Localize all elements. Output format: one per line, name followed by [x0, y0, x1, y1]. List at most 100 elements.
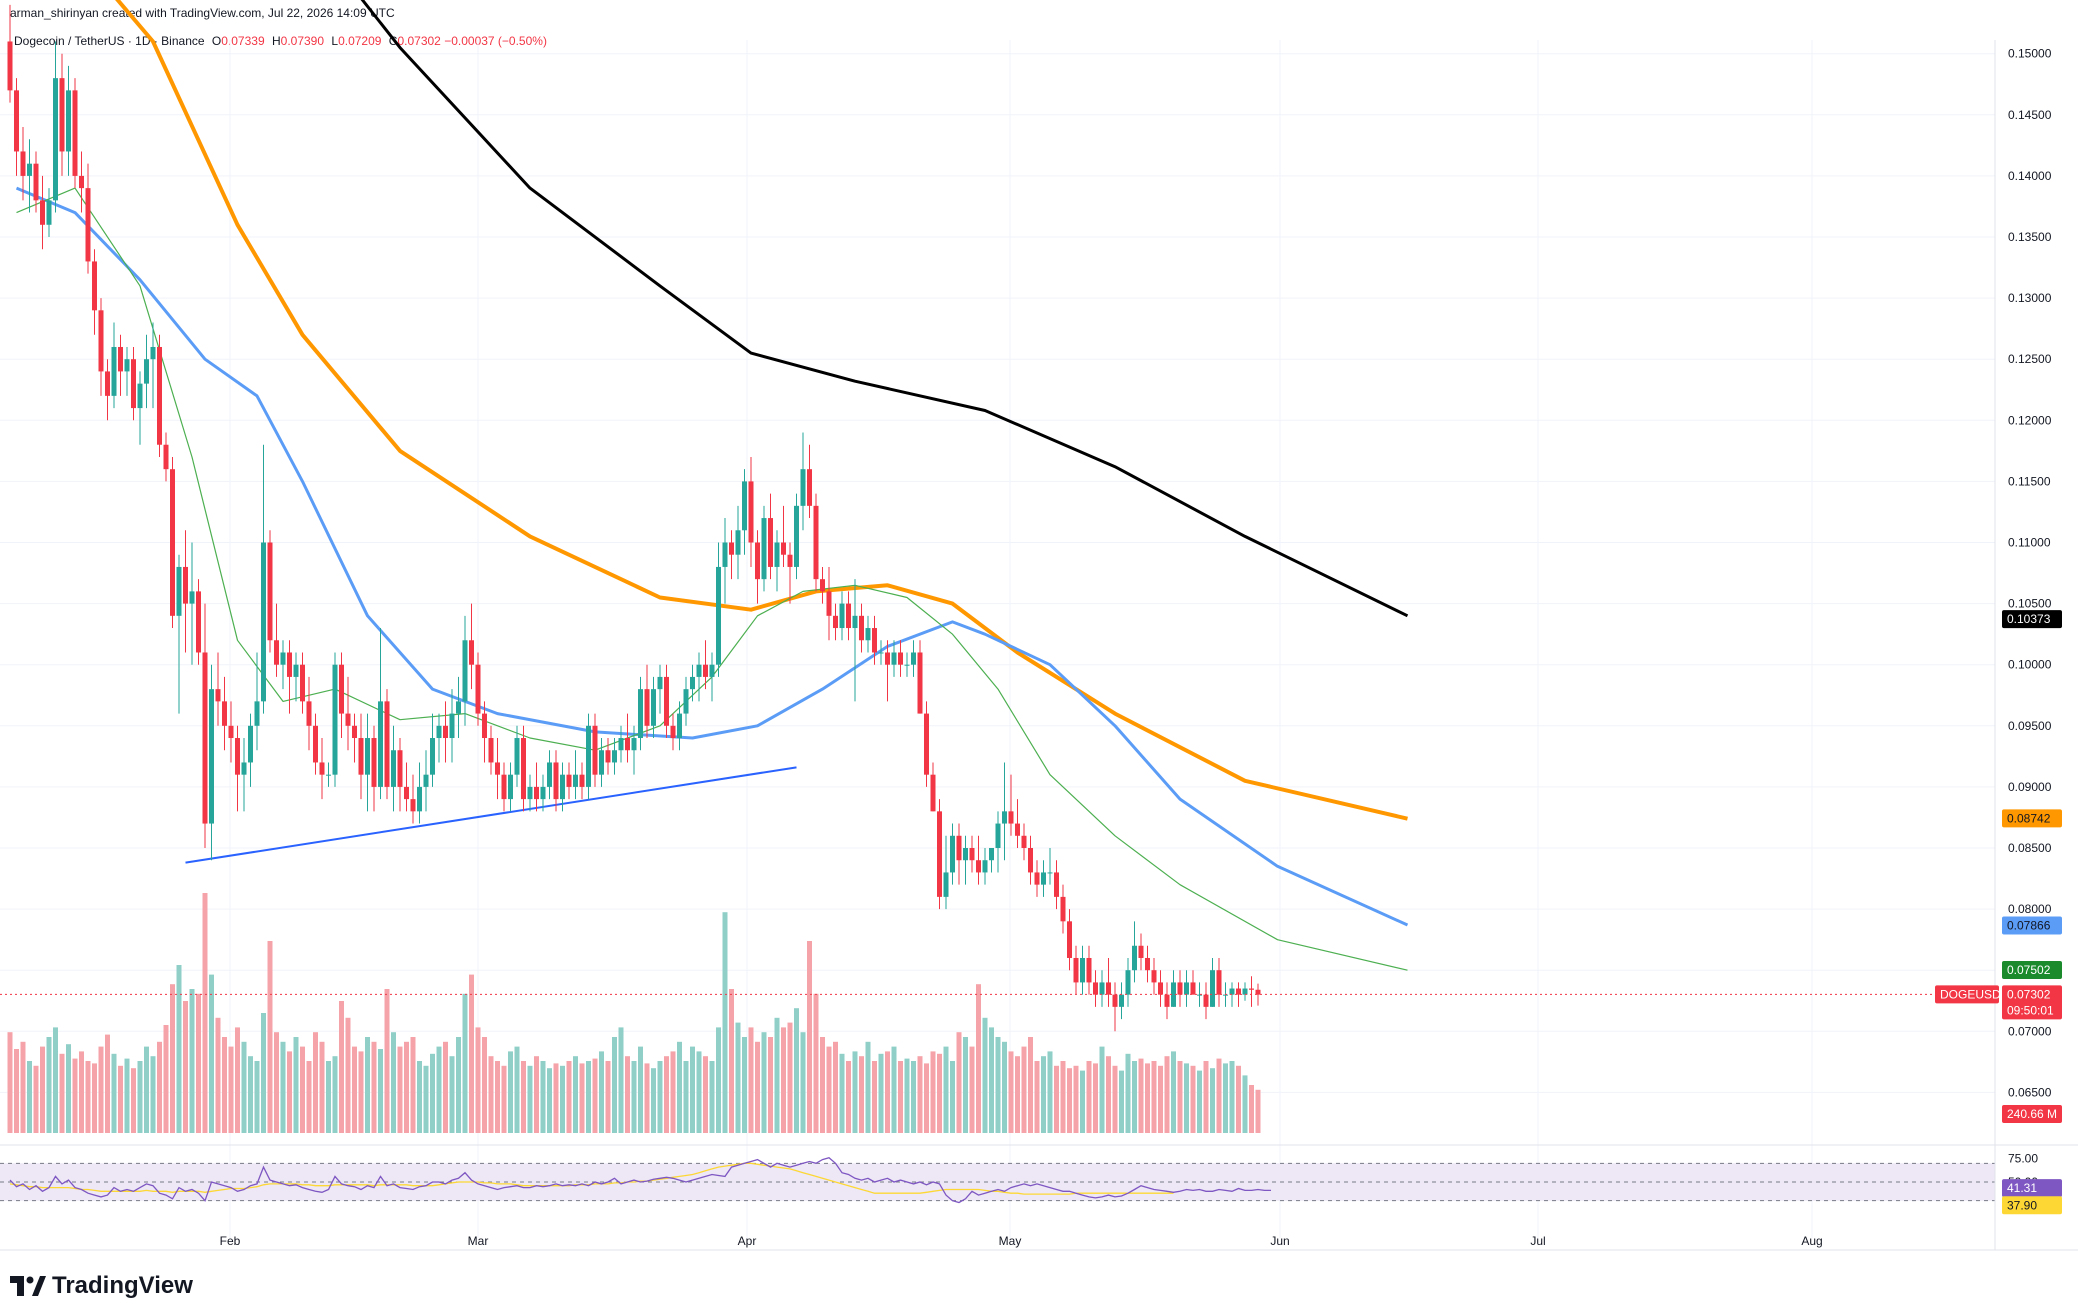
- candle[interactable]: [1236, 982, 1241, 1007]
- candle[interactable]: [111, 322, 117, 409]
- candle[interactable]: [371, 725, 377, 812]
- candle[interactable]: [807, 444, 812, 519]
- candle[interactable]: [690, 664, 695, 702]
- candle[interactable]: [670, 713, 676, 751]
- symbol-title[interactable]: Dogecoin / TetherUS · 1D · Binance: [14, 34, 205, 48]
- candle[interactable]: [904, 652, 910, 677]
- candle[interactable]: [644, 664, 650, 739]
- candle[interactable]: [501, 762, 507, 812]
- candle[interactable]: [267, 530, 273, 653]
- candle[interactable]: [384, 689, 390, 800]
- candle[interactable]: [1099, 970, 1105, 1007]
- support-trendline[interactable]: [185, 766, 797, 864]
- candle[interactable]: [20, 127, 26, 201]
- candle[interactable]: [846, 591, 851, 641]
- candle[interactable]: [1054, 860, 1059, 910]
- candle[interactable]: [683, 676, 689, 726]
- candle[interactable]: [1190, 970, 1196, 995]
- candle[interactable]: [969, 835, 975, 873]
- candle[interactable]: [293, 652, 299, 702]
- candle[interactable]: [1034, 860, 1040, 897]
- candle[interactable]: [1255, 983, 1261, 1006]
- candle[interactable]: [7, 4, 13, 103]
- candle[interactable]: [495, 738, 500, 800]
- candle[interactable]: [813, 493, 819, 592]
- candle[interactable]: [1028, 835, 1033, 885]
- candle[interactable]: [261, 444, 266, 714]
- candle[interactable]: [53, 41, 58, 213]
- candle[interactable]: [1021, 823, 1027, 861]
- candle[interactable]: [332, 652, 338, 787]
- tradingview-logo[interactable]: TradingView: [10, 1272, 193, 1300]
- candle[interactable]: [1184, 970, 1189, 1007]
- candle[interactable]: [651, 676, 656, 739]
- candle[interactable]: [729, 530, 734, 580]
- candle[interactable]: [547, 750, 552, 800]
- candle[interactable]: [1015, 799, 1020, 848]
- candle[interactable]: [508, 762, 513, 812]
- candle[interactable]: [631, 725, 637, 775]
- candle[interactable]: [917, 640, 923, 714]
- candle[interactable]: [800, 432, 806, 531]
- candle[interactable]: [865, 615, 871, 653]
- candle[interactable]: [755, 530, 760, 604]
- candle[interactable]: [33, 151, 39, 213]
- candle[interactable]: [911, 640, 916, 677]
- candle[interactable]: [1216, 957, 1222, 1007]
- candle[interactable]: [66, 65, 71, 176]
- candle[interactable]: [1047, 848, 1053, 885]
- time-axis[interactable]: Feb Mar Apr May Jun Jul Aug: [220, 1234, 1823, 1248]
- candle[interactable]: [1164, 982, 1170, 1020]
- candle[interactable]: [976, 835, 981, 885]
- candle[interactable]: [170, 456, 175, 629]
- candle[interactable]: [417, 762, 422, 824]
- candle[interactable]: [566, 762, 572, 800]
- candle[interactable]: [105, 359, 110, 421]
- candle[interactable]: [664, 664, 669, 739]
- candle[interactable]: [1138, 933, 1144, 971]
- candle[interactable]: [618, 725, 624, 763]
- candle[interactable]: [397, 738, 403, 812]
- candle[interactable]: [254, 652, 260, 751]
- candle[interactable]: [313, 713, 318, 775]
- candle[interactable]: [625, 713, 630, 763]
- candle[interactable]: [1210, 957, 1215, 1007]
- candle[interactable]: [137, 371, 143, 445]
- candle[interactable]: [891, 640, 897, 677]
- candle[interactable]: [826, 566, 832, 641]
- candle[interactable]: [27, 139, 32, 213]
- candle[interactable]: [514, 725, 520, 787]
- candle[interactable]: [540, 774, 546, 812]
- candle[interactable]: [222, 676, 227, 751]
- candle[interactable]: [306, 676, 312, 751]
- candle[interactable]: [989, 848, 994, 873]
- candle[interactable]: [72, 78, 78, 189]
- candle[interactable]: [209, 664, 214, 861]
- candle[interactable]: [774, 530, 780, 592]
- candle[interactable]: [982, 848, 988, 885]
- candle[interactable]: [716, 542, 721, 677]
- candle[interactable]: [833, 603, 838, 641]
- candle[interactable]: [443, 701, 448, 763]
- candle[interactable]: [85, 163, 91, 274]
- candle[interactable]: [956, 823, 962, 885]
- candle[interactable]: [638, 676, 643, 751]
- candle[interactable]: [14, 78, 19, 176]
- candle[interactable]: [410, 774, 416, 824]
- candle[interactable]: [599, 738, 604, 787]
- candle[interactable]: [462, 615, 468, 726]
- candle[interactable]: [605, 738, 611, 775]
- candle[interactable]: [352, 713, 357, 763]
- candle[interactable]: [202, 603, 208, 848]
- candle[interactable]: [365, 713, 370, 812]
- candle[interactable]: [735, 505, 741, 580]
- candle[interactable]: [391, 725, 396, 812]
- candle[interactable]: [592, 713, 598, 787]
- candle[interactable]: [1106, 957, 1111, 1007]
- candle[interactable]: [196, 579, 201, 665]
- candle[interactable]: [176, 554, 182, 714]
- candle[interactable]: [215, 652, 221, 726]
- candle[interactable]: [326, 762, 331, 787]
- candle[interactable]: [521, 725, 526, 812]
